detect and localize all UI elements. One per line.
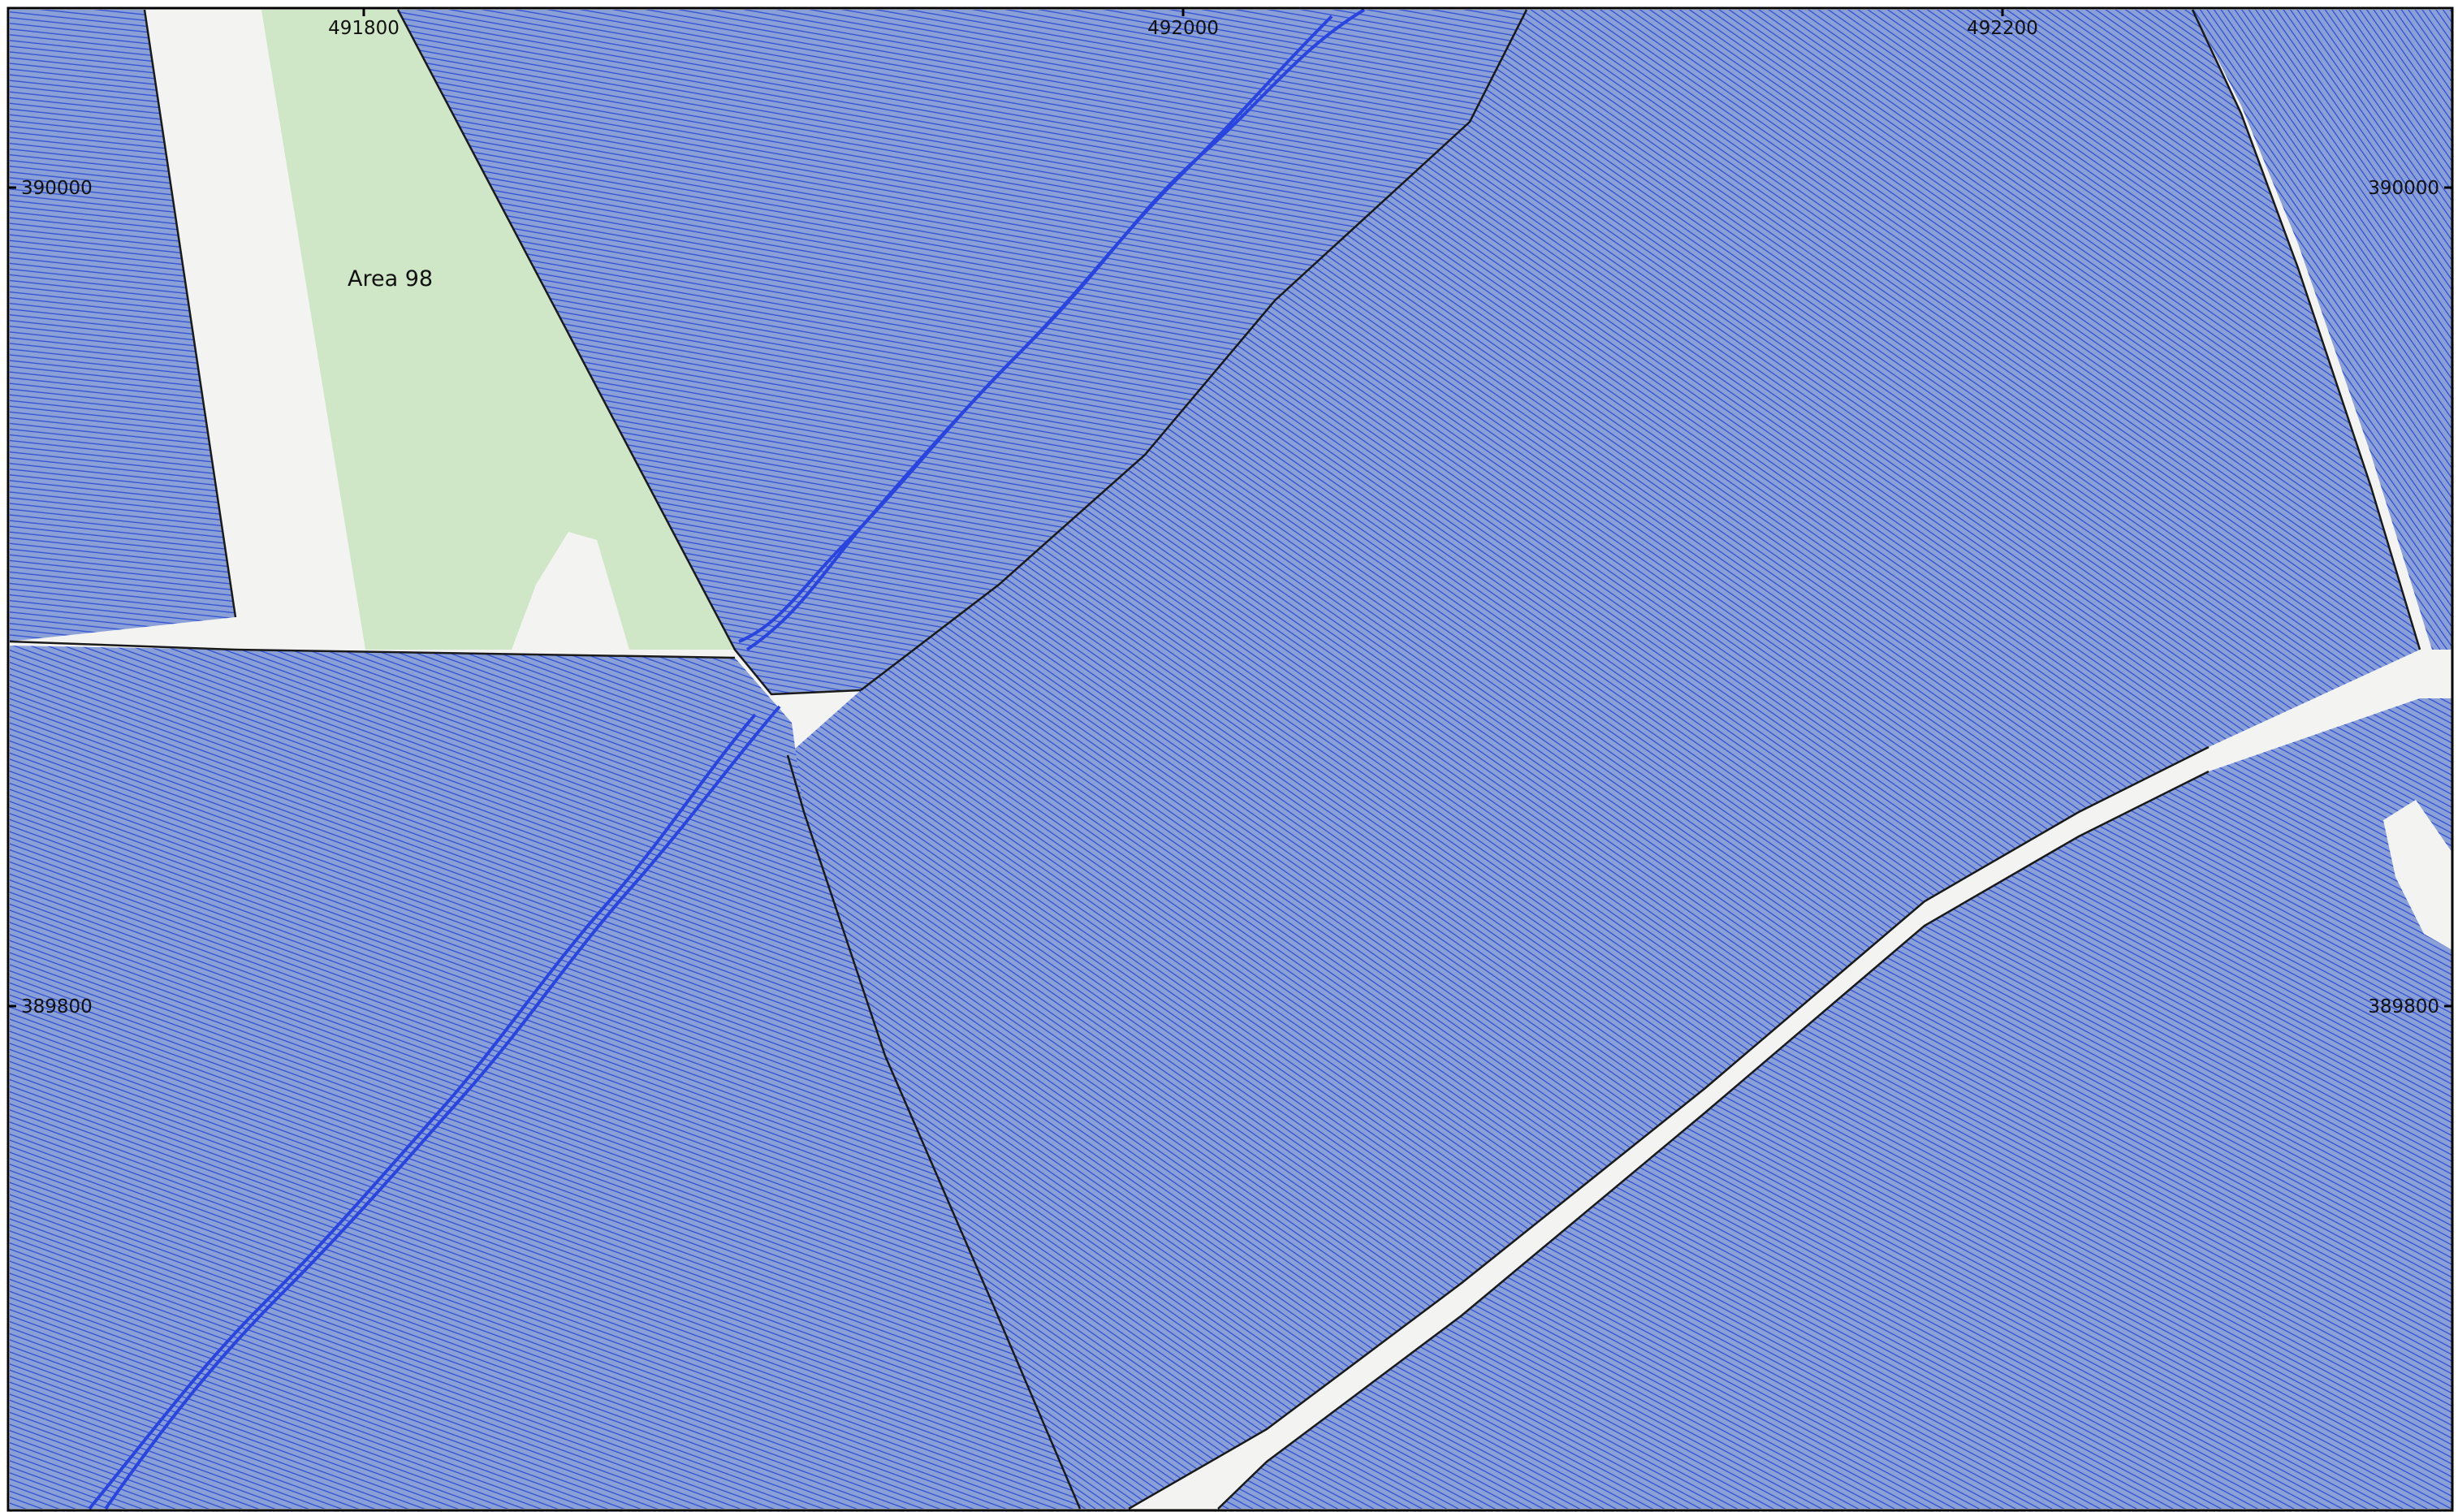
easting-ticks: 491800 492000 492200 xyxy=(328,8,2038,39)
ridge-features xyxy=(88,8,1366,1510)
northing-tick-label-left-1: 389800 xyxy=(21,996,93,1017)
survey-swath-east-strip[interactable] xyxy=(2192,10,2452,650)
area-label: Area 98 xyxy=(348,266,433,292)
survey-swath-southeast[interactable] xyxy=(1218,698,2452,1509)
survey-edges xyxy=(9,9,2421,1510)
easting-tick-label-1: 492000 xyxy=(1147,18,1219,39)
ridge-southwest xyxy=(104,705,781,1510)
northing-tick-label-left-0: 390000 xyxy=(21,178,93,199)
survey-swath-north-triangle[interactable] xyxy=(398,10,1527,694)
northing-ticks: 390000 390000 389800 389800 xyxy=(8,178,2452,1017)
green-field-area[interactable] xyxy=(261,10,735,650)
easting-tick-label-2: 492200 xyxy=(1967,18,2038,39)
survey-swath-central[interactable] xyxy=(788,10,2420,1509)
survey-swath-southwest[interactable] xyxy=(10,646,1080,1509)
survey-tracklines xyxy=(10,10,2452,1509)
survey-gap-east xyxy=(2383,800,2452,950)
survey-swath-west-strip[interactable] xyxy=(10,10,235,642)
ridge-north-secondary xyxy=(738,15,1333,643)
map-frame xyxy=(6,6,2454,1512)
ridge-southwest-secondary xyxy=(88,713,757,1510)
northing-tick-label-right-0: 390000 xyxy=(2368,178,2439,199)
northing-tick-label-right-1: 389800 xyxy=(2368,996,2439,1017)
easting-tick-label-0: 491800 xyxy=(328,18,400,39)
